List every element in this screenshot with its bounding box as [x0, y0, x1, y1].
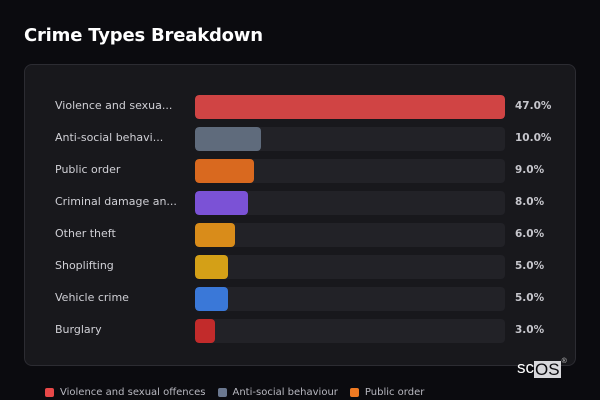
bar-row: Anti-social behavi... 10.0% — [25, 127, 575, 151]
bar-fill[interactable] — [195, 95, 505, 119]
bar-row: Vehicle crime 5.0% — [25, 287, 575, 311]
bar-fill[interactable] — [195, 223, 235, 247]
bar-label: Shoplifting — [55, 259, 114, 272]
bar-row: Shoplifting 5.0% — [25, 255, 575, 279]
bar-track — [195, 127, 505, 151]
chart-legend: Violence and sexual offences Anti-social… — [45, 387, 424, 398]
bar-fill[interactable] — [195, 191, 248, 215]
bar-value: 5.0% — [515, 260, 545, 272]
logo-prefix: sc — [517, 358, 534, 377]
registered-mark-icon: ® — [561, 358, 567, 365]
bar-row: Violence and sexua... 47.0% — [25, 95, 575, 119]
bar-fill[interactable] — [195, 255, 228, 279]
legend-swatch — [45, 388, 54, 397]
bar-label: Vehicle crime — [55, 291, 129, 304]
bar-label: Criminal damage an... — [55, 195, 177, 208]
bar-label: Burglary — [55, 323, 102, 336]
chart-title: Crime Types Breakdown — [24, 25, 263, 46]
bar-label: Other theft — [55, 227, 116, 240]
bar-track — [195, 159, 505, 183]
bar-label: Public order — [55, 163, 121, 176]
legend-label: Anti-social behaviour — [232, 387, 338, 398]
legend-item[interactable]: Anti-social behaviour — [217, 387, 338, 398]
bar-value: 47.0% — [515, 100, 552, 112]
bar-value: 10.0% — [515, 132, 552, 144]
bar-track — [195, 319, 505, 343]
bar-fill[interactable] — [195, 319, 215, 343]
bar-value: 3.0% — [515, 324, 545, 336]
legend-swatch — [349, 388, 359, 397]
bar-row: Public order 9.0% — [25, 159, 575, 183]
chart-panel: Violence and sexua... 47.0% Anti-social … — [24, 64, 576, 366]
bar-track — [195, 287, 505, 311]
legend-item[interactable]: Violence and sexual offences — [45, 387, 206, 398]
logo-boxed: OS — [534, 360, 561, 379]
bar-fill[interactable] — [195, 159, 255, 183]
bar-track — [195, 95, 505, 119]
bar-track — [195, 255, 505, 279]
bar-track — [195, 191, 505, 215]
bar-row: Burglary 3.0% — [25, 319, 575, 343]
legend-label: Violence and sexual offences — [60, 387, 206, 398]
bar-label: Violence and sexua... — [55, 99, 173, 112]
bar-value: 9.0% — [515, 164, 545, 176]
bar-fill[interactable] — [195, 127, 262, 151]
bar-label: Anti-social behavi... — [55, 131, 164, 144]
bar-fill[interactable] — [195, 287, 228, 311]
bar-track — [195, 223, 505, 247]
legend-swatch — [217, 388, 227, 397]
bar-row: Other theft 6.0% — [25, 223, 575, 247]
scos-logo: sc OS ® — [517, 358, 567, 378]
bar-value: 8.0% — [515, 196, 545, 208]
bar-value: 5.0% — [515, 292, 545, 304]
bar-value: 6.0% — [515, 228, 545, 240]
legend-item[interactable]: Public order — [349, 387, 425, 398]
bar-row: Criminal damage an... 8.0% — [25, 191, 575, 215]
legend-label: Public order — [364, 387, 425, 398]
